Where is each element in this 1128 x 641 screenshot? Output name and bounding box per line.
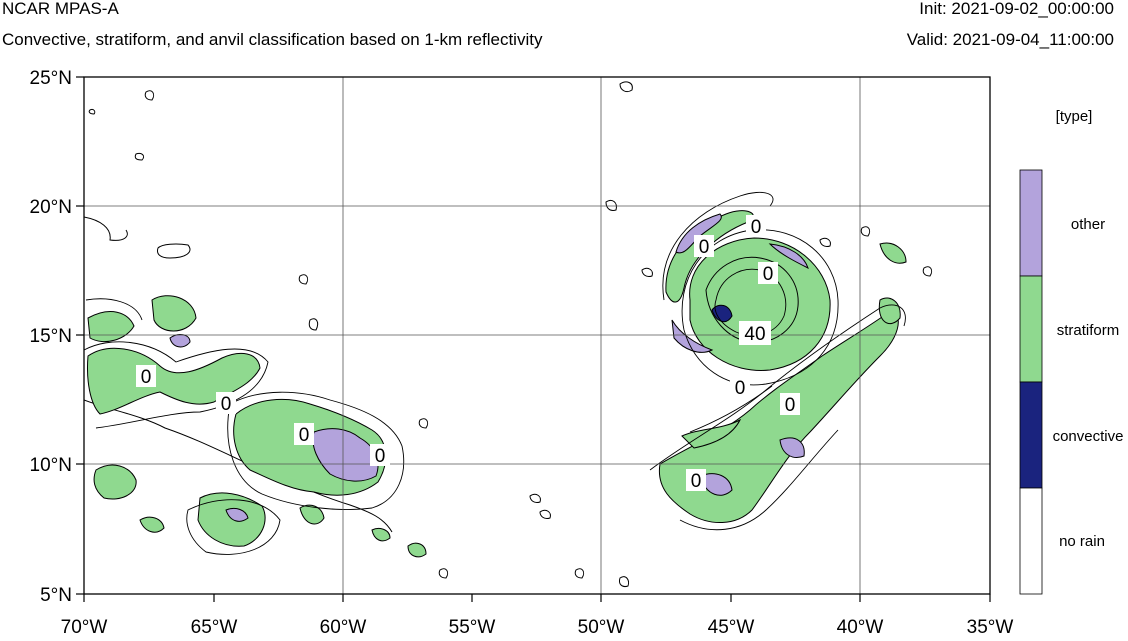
contour-label-text: 0 xyxy=(299,425,310,446)
contour-label-text: 0 xyxy=(735,378,746,399)
contour-label-text: 0 xyxy=(751,217,762,238)
legend-swatch-stratiform xyxy=(1019,275,1043,383)
contour-label-text: 0 xyxy=(141,367,152,388)
lon-tick-label: 40°W xyxy=(837,617,884,638)
lat-tick-label: 5°N xyxy=(40,585,72,606)
legend-title: [type] xyxy=(1056,108,1093,125)
contour-label-text: 0 xyxy=(785,395,796,416)
map-title: NCAR MPAS-A xyxy=(2,0,119,18)
lon-tick-labels: 70°W 65°W 60°W 55°W 50°W 45°W 40°W 35°W xyxy=(61,617,1014,638)
map-panel xyxy=(84,77,990,594)
contour-label-text: 0 xyxy=(699,237,710,258)
contour-label-4: 0 xyxy=(370,444,390,467)
lon-tick-label: 65°W xyxy=(191,617,238,638)
contour-label-1: 0 xyxy=(136,365,156,388)
contour-label-9: 0 xyxy=(730,376,750,399)
contour-label-6: 0 xyxy=(694,235,714,258)
contour-label-text: 0 xyxy=(763,264,774,285)
contour-label-8: 40 xyxy=(739,321,771,345)
legend-swatch-no-rain xyxy=(1019,487,1043,595)
scattered-echoes xyxy=(88,81,933,587)
valid-time: Valid: 2021-09-04_11:00:00 xyxy=(906,30,1114,49)
grid-lines xyxy=(84,77,990,594)
legend-label-no-rain: no rain xyxy=(1059,533,1105,550)
hurricane-contours xyxy=(649,192,906,531)
lon-tick-label: 35°W xyxy=(967,617,1014,638)
lon-tick-label: 60°W xyxy=(320,617,367,638)
contour-label-7: 0 xyxy=(758,262,778,285)
contour-labels: 0 0 0 0 0 0 0 40 0 0 0 xyxy=(136,215,800,492)
lat-tick-label: 10°N xyxy=(30,455,72,476)
lat-tick-label: 15°N xyxy=(30,326,72,347)
contour-label-2: 0 xyxy=(216,392,236,415)
legend-swatch-other xyxy=(1019,169,1043,277)
contour-label-text: 0 xyxy=(691,471,702,492)
contour-label-text: 0 xyxy=(221,394,232,415)
west-contours xyxy=(84,298,405,555)
contour-label-3: 0 xyxy=(294,423,314,446)
legend: [type] other stratiform convective no ra… xyxy=(1019,108,1124,595)
contour-label-5: 0 xyxy=(746,215,766,238)
axis-ticks xyxy=(76,76,991,602)
init-time: Init: 2021-09-02_00:00:00 xyxy=(919,0,1114,18)
legend-label-stratiform: stratiform xyxy=(1057,322,1120,339)
contour-label-11: 0 xyxy=(686,469,706,492)
lon-tick-label: 70°W xyxy=(61,617,108,638)
map-subtitle: Convective, stratiform, and anvil classi… xyxy=(2,30,543,49)
lat-tick-label: 20°N xyxy=(30,197,72,218)
lat-tick-labels: 25°N 20°N 15°N 10°N 5°N xyxy=(30,68,72,606)
legend-label-convective: convective xyxy=(1053,428,1124,445)
lat-tick-label: 25°N xyxy=(30,68,72,89)
lon-tick-label: 55°W xyxy=(449,617,496,638)
legend-label-other: other xyxy=(1071,216,1105,233)
contour-label-10: 0 xyxy=(780,393,800,416)
contour-label-text: 40 xyxy=(744,324,765,345)
lon-tick-label: 50°W xyxy=(578,617,625,638)
legend-swatch-convective xyxy=(1019,381,1043,489)
contour-label-text: 0 xyxy=(375,446,386,467)
lon-tick-label: 45°W xyxy=(708,617,755,638)
